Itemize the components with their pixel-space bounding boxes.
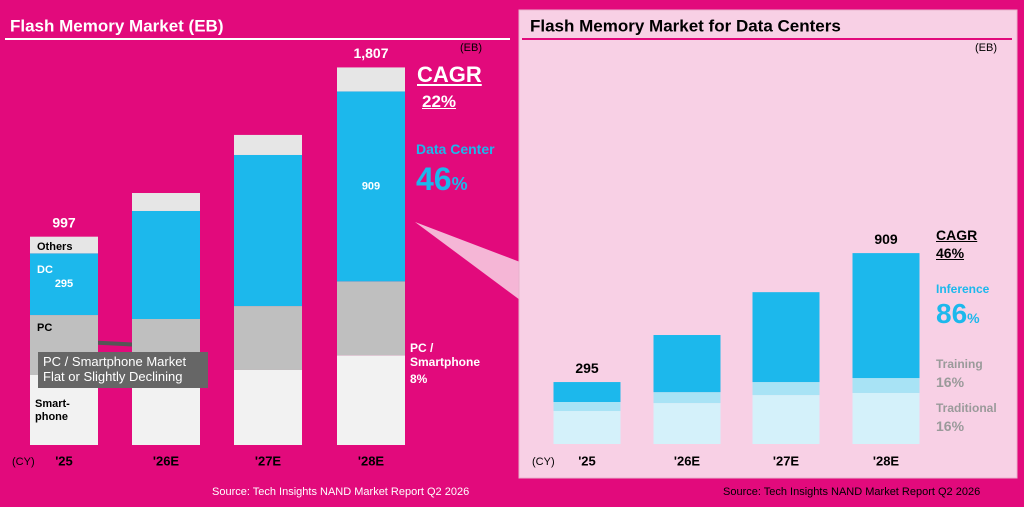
- x-tick-label: '28E: [358, 453, 385, 468]
- bar-segment: [852, 392, 920, 444]
- cagr-label: CAGR: [417, 62, 482, 87]
- bar-segment: [553, 382, 621, 402]
- segment-name: Training: [936, 357, 983, 371]
- annotation-box: PC / Smartphone Market Flat or Slightly …: [38, 352, 208, 388]
- bar-segment: [234, 369, 302, 445]
- bar-segment: [337, 355, 405, 445]
- bar-segment: [234, 306, 302, 370]
- segment-cagr: 16%: [936, 418, 965, 434]
- bar-segment: [132, 210, 200, 320]
- bar-segment: [234, 154, 302, 307]
- unit-label: (EB): [975, 42, 997, 54]
- bar-segment: [653, 392, 721, 404]
- segment-cagr: 16%: [936, 374, 965, 390]
- cagr-label: CAGR: [936, 227, 978, 243]
- total-label: 909: [874, 231, 898, 247]
- total-label: 295: [575, 360, 599, 376]
- x-tick-label: '25: [578, 453, 596, 468]
- legend-label: DC: [37, 264, 53, 276]
- bar-segment: [752, 382, 820, 396]
- chart-title: Flash Memory Market for Data Centers: [530, 16, 841, 35]
- chart-title: Flash Memory Market (EB): [10, 16, 224, 35]
- cagr-value: 46%: [936, 245, 965, 261]
- x-tick-label: '28E: [873, 453, 900, 468]
- legend-label: Smart-phone: [35, 398, 70, 423]
- cagr-value: 22%: [422, 92, 457, 111]
- callout-pointer: [415, 222, 520, 300]
- bar-segment: [653, 335, 721, 393]
- bar-segment: [30, 236, 98, 254]
- segment-name: Data Center: [416, 141, 495, 157]
- x-tick-label: '26E: [674, 453, 701, 468]
- source: Source: Tech Insights NAND Market Report…: [212, 486, 469, 498]
- bar-segment: [553, 402, 621, 412]
- value-label: 295: [55, 278, 73, 290]
- segment-name: Traditional: [936, 401, 997, 415]
- segment-name: PC / Smartphone: [410, 341, 481, 369]
- legend-label: PC: [37, 322, 52, 334]
- source: Source: Tech Insights NAND Market Report…: [723, 486, 980, 498]
- legend-label-line: phone: [35, 411, 68, 423]
- bar-segment: [553, 411, 621, 444]
- bar-segment: [852, 378, 920, 393]
- total-label: 997: [52, 214, 76, 230]
- segment-cagr: 86%: [936, 298, 980, 329]
- segment-cagr: 8%: [410, 372, 428, 386]
- segment-cagr: 46%: [416, 161, 468, 197]
- bar-segment: [234, 134, 302, 155]
- unit-label: (EB): [460, 42, 482, 54]
- legend-label-line: Smart-: [35, 398, 70, 410]
- x-tick-label: '27E: [255, 453, 282, 468]
- bar-segment: [337, 91, 405, 282]
- bar-segment: [752, 292, 820, 383]
- bar-segment: [653, 403, 721, 444]
- bar-segment: [337, 67, 405, 92]
- legend-label: Others: [37, 241, 72, 253]
- bar-segment: [30, 253, 98, 316]
- x-axis-label: (CY): [12, 456, 35, 468]
- bar-segment: [852, 253, 920, 379]
- total-label: 1,807: [353, 45, 388, 61]
- x-tick-label: '25: [55, 453, 73, 468]
- bar-segment: [337, 281, 405, 356]
- segment-name: Inference: [936, 282, 990, 296]
- value-label: 909: [362, 180, 380, 192]
- bar-segment: [132, 193, 200, 211]
- bar-segment: [752, 395, 820, 444]
- x-axis-label: (CY): [532, 456, 555, 468]
- x-tick-label: '26E: [153, 453, 180, 468]
- x-tick-label: '27E: [773, 453, 800, 468]
